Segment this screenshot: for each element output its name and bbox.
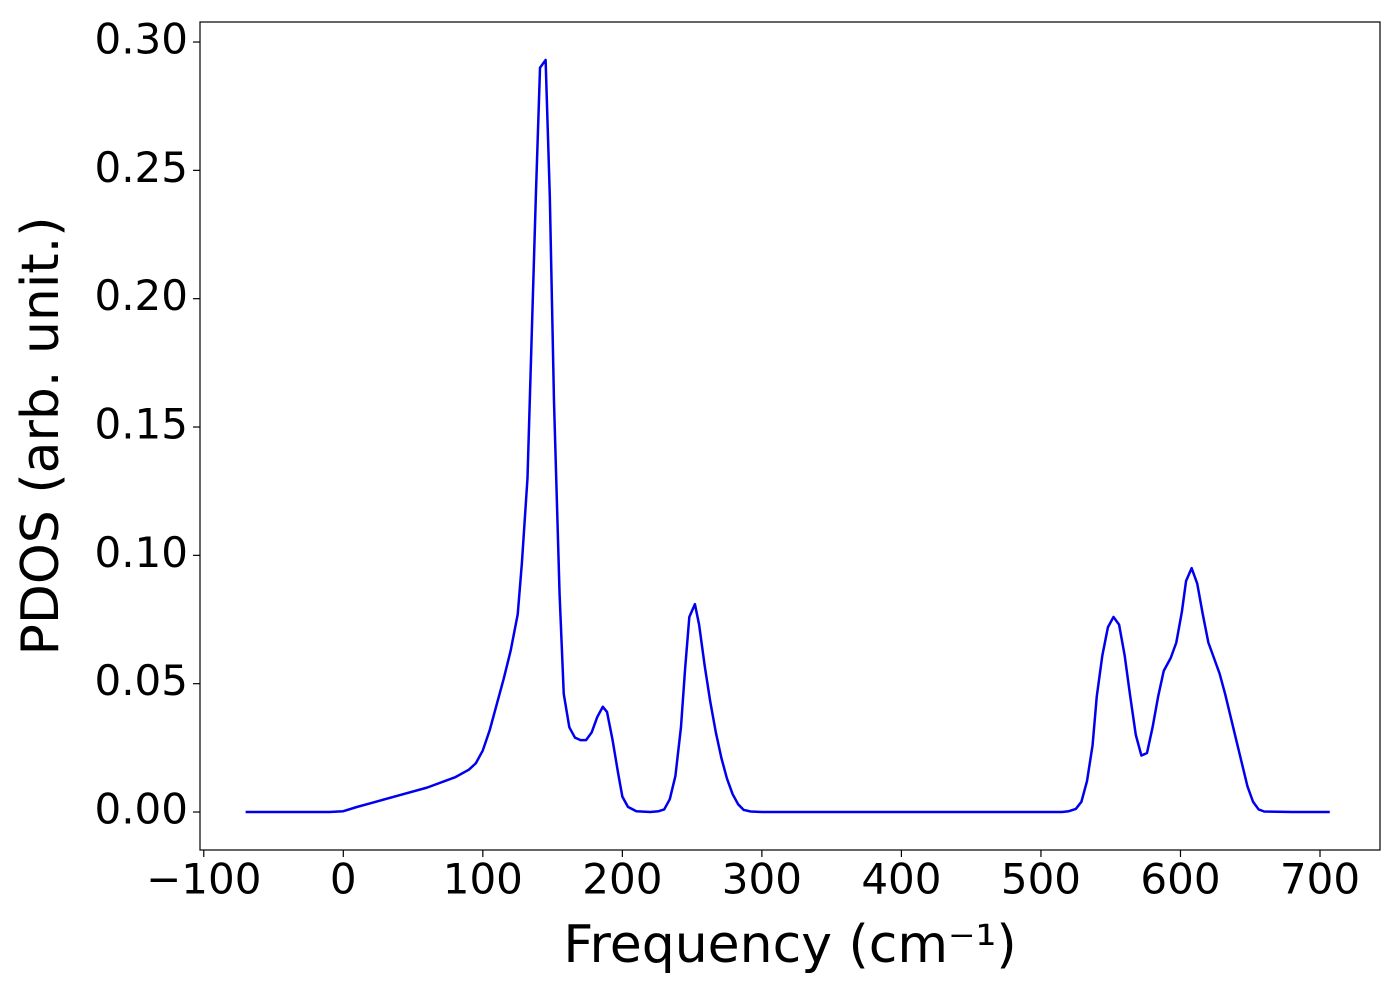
y-tick-label: 0.15 [94, 400, 188, 449]
x-tick-label: 700 [1280, 855, 1360, 904]
x-tick-label: −100 [146, 855, 261, 904]
y-tick-label: 0.05 [94, 656, 188, 705]
x-tick-label: 300 [722, 855, 802, 904]
x-axis-label: Frequency (cm⁻¹) [563, 915, 1016, 975]
x-tick-label: 500 [1001, 855, 1081, 904]
x-tick-label: 600 [1140, 855, 1220, 904]
y-tick-label: 0.25 [94, 143, 188, 192]
y-tick-label: 0.20 [94, 271, 188, 320]
y-axis-label: PDOS (arb. unit.) [11, 216, 71, 655]
y-tick-label: 0.00 [94, 785, 188, 834]
x-tick-label: 0 [330, 855, 357, 904]
y-tick-label: 0.30 [94, 15, 188, 64]
x-tick-label: 100 [443, 855, 523, 904]
plot-frame [199, 21, 1381, 851]
x-tick-label: 200 [582, 855, 662, 904]
x-tick-label: 400 [861, 855, 941, 904]
data-line [245, 58, 1330, 814]
y-tick-label: 0.10 [94, 528, 188, 577]
